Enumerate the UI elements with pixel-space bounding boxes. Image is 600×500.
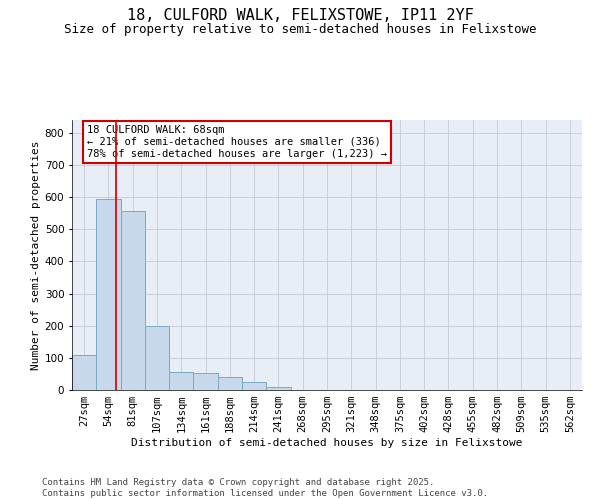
- Text: 18, CULFORD WALK, FELIXSTOWE, IP11 2YF: 18, CULFORD WALK, FELIXSTOWE, IP11 2YF: [127, 8, 473, 22]
- Text: Size of property relative to semi-detached houses in Felixstowe: Size of property relative to semi-detach…: [64, 22, 536, 36]
- Bar: [72, 354, 96, 390]
- Bar: [169, 372, 193, 390]
- Bar: [266, 388, 290, 390]
- Text: Contains HM Land Registry data © Crown copyright and database right 2025.
Contai: Contains HM Land Registry data © Crown c…: [42, 478, 488, 498]
- Bar: [145, 326, 169, 390]
- Y-axis label: Number of semi-detached properties: Number of semi-detached properties: [31, 140, 41, 370]
- X-axis label: Distribution of semi-detached houses by size in Felixstowe: Distribution of semi-detached houses by …: [131, 438, 523, 448]
- Bar: [218, 377, 242, 390]
- Bar: [121, 211, 145, 390]
- Bar: [193, 374, 218, 390]
- Text: 18 CULFORD WALK: 68sqm
← 21% of semi-detached houses are smaller (336)
78% of se: 18 CULFORD WALK: 68sqm ← 21% of semi-det…: [88, 126, 388, 158]
- Bar: [242, 382, 266, 390]
- Bar: [96, 198, 121, 390]
